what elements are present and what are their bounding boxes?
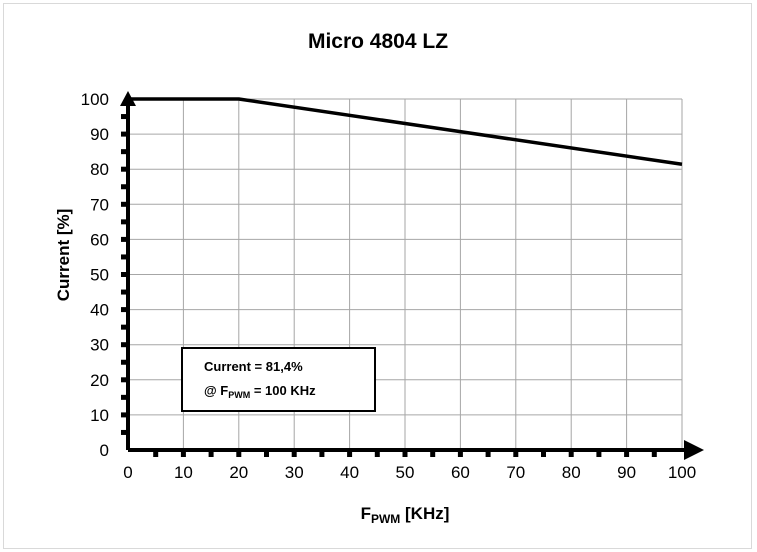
tick-labels: 0 10 20 30 40 50 60 70 80 90 100 0 10 20 30 40 50 60 70 80 9…	[81, 90, 697, 482]
x-tick-label-90: 90	[617, 463, 636, 482]
x-tick-label-60: 60	[451, 463, 470, 482]
x-tick-label-100: 100	[668, 463, 696, 482]
y-tick-label-20: 20	[90, 371, 109, 390]
x-minor-tick-85	[596, 448, 602, 457]
x-minor-tick-25	[264, 448, 269, 457]
x-minor-tick-35	[319, 448, 325, 457]
y-tick-label-0: 0	[100, 441, 109, 460]
x-tick-label-20: 20	[229, 463, 248, 482]
y-minor-tick-15	[121, 394, 130, 400]
x-tick-label-0: 0	[123, 463, 132, 482]
y-minor-tick-20	[121, 377, 130, 383]
x-minor-tick-60	[457, 448, 463, 457]
y-minor-tick-95	[121, 114, 130, 120]
y-minor-tick-45	[121, 289, 130, 295]
y-minor-tick-25	[121, 359, 130, 365]
x-minor-tick-80	[568, 448, 574, 457]
x-tick-label-50: 50	[396, 463, 415, 482]
annotation-line-2: @ FPWM = 100 KHz	[204, 383, 316, 400]
x-tick-label-80: 80	[562, 463, 581, 482]
y-minor-tick-75	[121, 184, 130, 190]
x-minor-tick-30	[291, 448, 297, 457]
y-tick-label-30: 30	[90, 336, 109, 355]
x-minor-tick-55	[430, 448, 436, 457]
y-tick-label-90: 90	[90, 125, 109, 144]
y-minor-tick-35	[121, 324, 130, 330]
y-minor-tick-30	[121, 342, 130, 348]
x-minor-tick-10	[180, 448, 186, 457]
y-minor-tick-90	[121, 131, 130, 137]
x-minor-tick-65	[485, 448, 491, 457]
annotation-box: Current = 81,4% @ FPWM = 100 KHz	[181, 347, 376, 412]
annotation-line-1: Current = 81,4%	[204, 359, 303, 374]
x-minor-tick-15	[208, 448, 214, 457]
y-tick-label-50: 50	[90, 266, 109, 285]
x-minor-tick-70	[513, 448, 519, 457]
y-minor-tick-55	[121, 254, 130, 260]
x-tick-label-40: 40	[340, 463, 359, 482]
x-minor-tick-40	[347, 448, 353, 457]
axes-group	[120, 91, 704, 460]
y-minor-tick-85	[121, 149, 130, 155]
y-axis-label: Current [%]	[54, 209, 73, 302]
x-minor-tick-20	[236, 448, 242, 457]
annotation-line-2-sub: PWM	[228, 390, 250, 400]
annotation-line-2-prefix: @ F	[204, 383, 228, 398]
y-axis-arrow	[120, 91, 136, 106]
chart-title: Micro 4804 LZ	[308, 30, 448, 53]
x-minor-tick-90	[624, 448, 630, 457]
x-axis-label: FPWM [KHz]	[361, 504, 450, 526]
x-tick-label-70: 70	[506, 463, 525, 482]
annotation-line-2-suffix: = 100 KHz	[250, 383, 316, 398]
x-axis-label-main: F	[361, 504, 371, 523]
x-minor-tick-75	[541, 448, 546, 457]
y-tick-label-100: 100	[81, 90, 109, 109]
x-tick-label-30: 30	[285, 463, 304, 482]
x-minor-tick-45	[374, 448, 380, 457]
x-minor-tick-5	[153, 448, 159, 457]
y-tick-label-60: 60	[90, 230, 109, 249]
y-minor-tick-50	[121, 272, 130, 277]
y-minor-tick-70	[121, 201, 130, 207]
y-minor-tick-60	[121, 236, 130, 242]
x-minor-tick-50	[402, 448, 408, 457]
x-axis-label-sub: PWM	[371, 512, 400, 526]
x-tick-label-10: 10	[174, 463, 193, 482]
y-tick-label-10: 10	[90, 406, 109, 425]
y-minor-tick-80	[121, 166, 130, 172]
x-axis-arrow	[684, 440, 704, 460]
y-tick-label-40: 40	[90, 301, 109, 320]
y-minor-tick-10	[121, 412, 130, 418]
y-tick-label-70: 70	[90, 195, 109, 214]
y-minor-tick-40	[121, 307, 130, 313]
annotation-border	[181, 347, 376, 412]
x-minor-tick-95	[651, 448, 657, 457]
y-minor-tick-65	[121, 219, 130, 225]
x-axis-label-unit: [KHz]	[400, 504, 449, 523]
y-tick-label-80: 80	[90, 160, 109, 179]
y-minor-tick-5	[121, 429, 130, 435]
